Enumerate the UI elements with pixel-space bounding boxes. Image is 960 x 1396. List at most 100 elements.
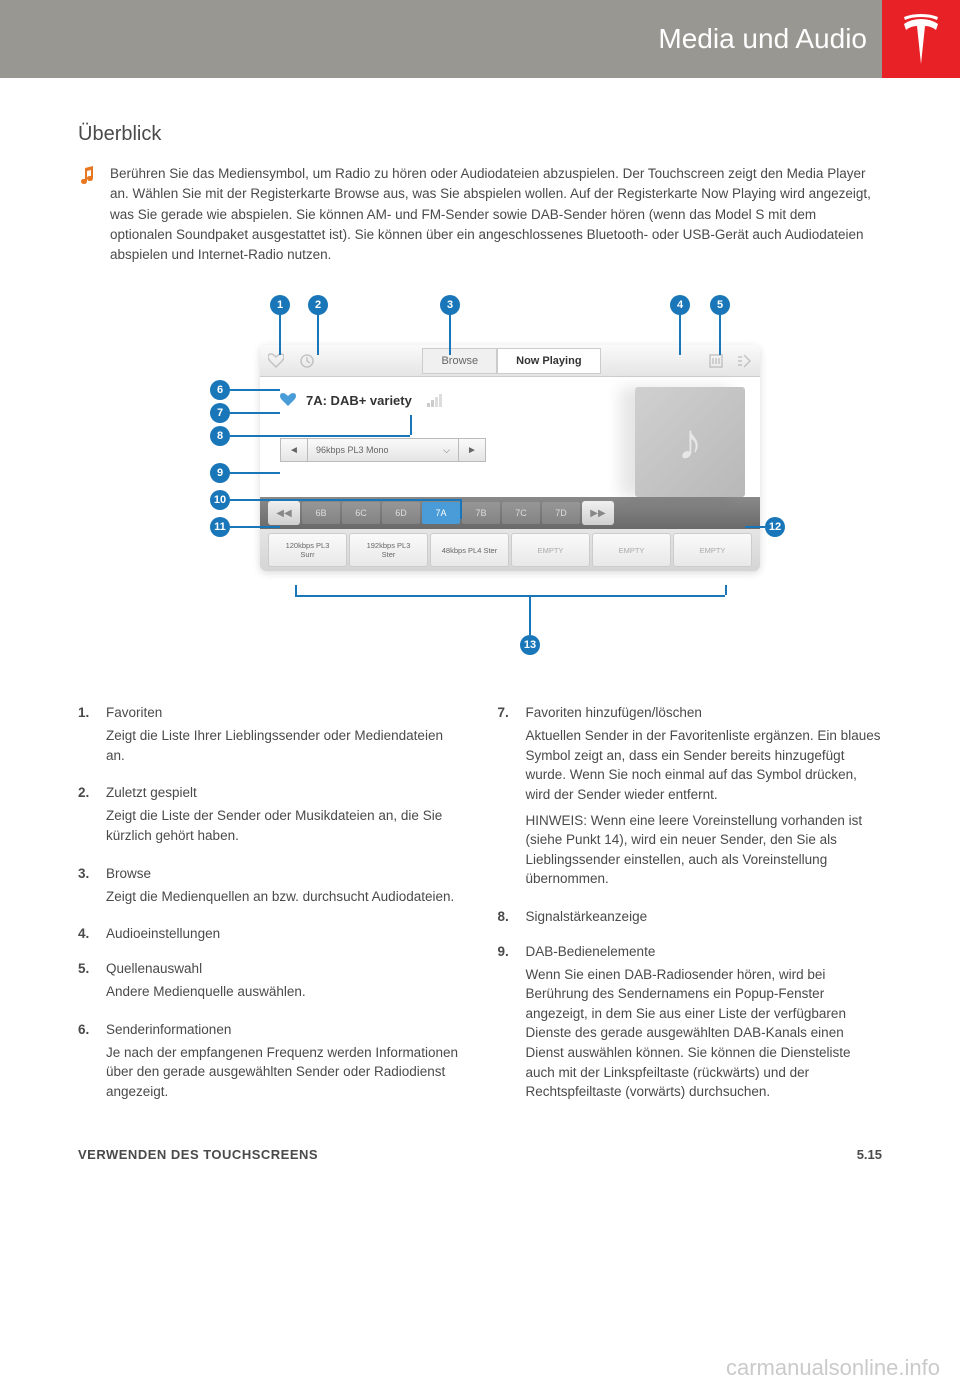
note-placeholder-icon: ♪ bbox=[678, 413, 703, 471]
list-body: Signalstärkeanzeige bbox=[526, 909, 883, 930]
list-item: 8. Signalstärkeanzeige bbox=[498, 909, 883, 930]
list-title: Zuletzt gespielt bbox=[106, 785, 463, 800]
list-title: Signalstärkeanzeige bbox=[526, 909, 883, 924]
album-art: ♪ bbox=[635, 387, 745, 497]
description-columns: 1. Favoriten Zeigt die Liste Ihrer Lieblin… bbox=[78, 705, 882, 1121]
list-description: Wenn Sie einen DAB-Radiosender hören, wi… bbox=[526, 965, 883, 1102]
list-number: 4. bbox=[78, 926, 96, 947]
callout-1: 1 bbox=[270, 295, 290, 315]
list-title: Favoriten hinzufügen/löschen bbox=[526, 705, 883, 720]
list-title: DAB-Bedienelemente bbox=[526, 944, 883, 959]
list-body: Favoriten Zeigt die Liste Ihrer Lieblings… bbox=[106, 705, 463, 771]
heart-filled-icon[interactable] bbox=[280, 392, 296, 408]
page-header: Media und Audio bbox=[0, 0, 960, 78]
list-item: 2. Zuletzt gespielt Zeigt die Liste der Se… bbox=[78, 785, 463, 851]
list-body: Quellenauswahl Andere Medienquelle auswäh… bbox=[106, 961, 463, 1008]
channel-7a[interactable]: 7A bbox=[422, 502, 460, 524]
list-number: 2. bbox=[78, 785, 96, 851]
list-number: 1. bbox=[78, 705, 96, 771]
callout-13: 13 bbox=[520, 635, 540, 655]
preset-2[interactable]: 192kbps PL3Ster bbox=[349, 533, 428, 567]
list-number: 9. bbox=[498, 944, 516, 1108]
list-title: Browse bbox=[106, 866, 463, 881]
section-title: Überblick bbox=[78, 123, 882, 146]
list-description: Zeigt die Medienquellen an bzw. durchsuc… bbox=[106, 887, 463, 907]
mp-body: 7A: DAB+ variety ♪ ◄ bbox=[260, 377, 760, 497]
list-description: Zeigt die Liste Ihrer Lieblingssender od… bbox=[106, 726, 463, 765]
tab-now-playing[interactable]: Now Playing bbox=[497, 348, 600, 374]
callout-5: 5 bbox=[710, 295, 730, 315]
dab-prev-button[interactable]: ◄ bbox=[280, 438, 308, 462]
list-title: Audioeinstellungen bbox=[106, 926, 463, 941]
preset-3[interactable]: 48kbps PL4 Ster bbox=[430, 533, 509, 567]
callout-4: 4 bbox=[670, 295, 690, 315]
tab-browse[interactable]: Browse bbox=[422, 348, 497, 374]
mp-toolbar: Browse Now Playing bbox=[260, 345, 760, 377]
callout-7: 7 bbox=[210, 403, 230, 423]
callout-6: 6 bbox=[210, 380, 230, 400]
preset-4[interactable]: EMPTY bbox=[511, 533, 590, 567]
list-description: Zeigt die Liste der Sender oder Musikdat… bbox=[106, 806, 463, 845]
callout-2: 2 bbox=[308, 295, 328, 315]
page-number: 5.15 bbox=[857, 1147, 882, 1162]
list-description: Andere Medienquelle auswählen. bbox=[106, 982, 463, 1002]
list-number: 3. bbox=[78, 866, 96, 913]
list-title: Senderinformationen bbox=[106, 1022, 463, 1037]
channel-6c[interactable]: 6C bbox=[342, 502, 380, 524]
footer-section: VERWENDEN DES TOUCHSCREENS bbox=[78, 1147, 318, 1162]
list-title: Quellenauswahl bbox=[106, 961, 463, 976]
heart-outline-icon[interactable] bbox=[268, 353, 284, 369]
header-title: Media und Audio bbox=[658, 23, 867, 55]
media-player: Browse Now Playing 7A: DAB+ variety bbox=[260, 345, 760, 571]
source-icon[interactable] bbox=[736, 353, 752, 369]
channel-7b[interactable]: 7B bbox=[462, 502, 500, 524]
clock-icon[interactable] bbox=[299, 353, 315, 369]
list-body: Zuletzt gespielt Zeigt die Liste der Send… bbox=[106, 785, 463, 851]
list-item: 3. Browse Zeigt die Medienquellen an bzw. … bbox=[78, 866, 463, 913]
tesla-t-icon bbox=[901, 14, 941, 64]
channel-strip: ◀◀ 6B 6C 6D 7A 7B 7C 7D ▶▶ bbox=[260, 497, 760, 529]
station-name[interactable]: 7A: DAB+ variety bbox=[306, 393, 412, 408]
page-footer: VERWENDEN DES TOUCHSCREENS 5.15 bbox=[0, 1122, 960, 1187]
preset-strip: 120kbps PL3Surr 192kbps PL3Ster 48kbps P… bbox=[260, 529, 760, 571]
dab-next-button[interactable]: ► bbox=[458, 438, 486, 462]
list-item: 5.QuellenauswahlAndere Medienquelle ausw… bbox=[78, 961, 463, 1008]
list-title: Favoriten bbox=[106, 705, 463, 720]
channel-7c[interactable]: 7C bbox=[502, 502, 540, 524]
callout-3: 3 bbox=[440, 295, 460, 315]
callout-8: 8 bbox=[210, 426, 230, 446]
list-item: 7. Favoriten hinzufügen/löschen Aktuellen … bbox=[498, 705, 883, 895]
channel-6b[interactable]: 6B bbox=[302, 502, 340, 524]
preset-6[interactable]: EMPTY bbox=[673, 533, 752, 567]
list-item: 1. Favoriten Zeigt die Liste Ihrer Lieblin… bbox=[78, 705, 463, 771]
preset-1[interactable]: 120kbps PL3Surr bbox=[268, 533, 347, 567]
watermark: carmanualsonline.info bbox=[726, 1355, 940, 1381]
list-item: 9. DAB-Bedienelemente Wenn Sie einen DAB-R… bbox=[498, 944, 883, 1108]
list-item: 6.SenderinformationenJe nach der empfang… bbox=[78, 1022, 463, 1108]
tesla-logo bbox=[882, 0, 960, 78]
skip-forward-button[interactable]: ▶▶ bbox=[582, 501, 614, 525]
list-item: 4. Audioeinstellungen bbox=[78, 926, 463, 947]
list-body: DAB-Bedienelemente Wenn Sie einen DAB-Rad… bbox=[526, 944, 883, 1108]
channel-7d[interactable]: 7D bbox=[542, 502, 580, 524]
callout-9: 9 bbox=[210, 463, 230, 483]
list-body: Favoriten hinzufügen/löschen Aktuellen Se… bbox=[526, 705, 883, 895]
skip-back-button[interactable]: ◀◀ bbox=[268, 501, 300, 525]
list-description: Aktuellen Sender in der Favoritenliste e… bbox=[526, 726, 883, 804]
list-number: 8. bbox=[498, 909, 516, 930]
dab-select[interactable]: 96kbps PL3 Mono⌵ bbox=[308, 438, 458, 462]
list-number: 6. bbox=[78, 1022, 96, 1108]
preset-5[interactable]: EMPTY bbox=[592, 533, 671, 567]
list-body: SenderinformationenJe nach der empfangen… bbox=[106, 1022, 463, 1108]
settings-icon[interactable] bbox=[708, 353, 724, 369]
music-note-icon bbox=[78, 166, 98, 186]
channel-6d[interactable]: 6D bbox=[382, 502, 420, 524]
list-body: Browse Zeigt die Medienquellen an bzw. du… bbox=[106, 866, 463, 913]
intro-text: Berühren Sie das Mediensymbol, um Radio … bbox=[110, 164, 882, 265]
list-number: 7. bbox=[498, 705, 516, 895]
callout-12: 12 bbox=[765, 517, 785, 537]
callout-11: 11 bbox=[210, 517, 230, 537]
callout-10: 10 bbox=[210, 490, 230, 510]
list-description-note: HINWEIS: Wenn eine leere Voreinstellung … bbox=[526, 811, 883, 889]
intro-block: Berühren Sie das Mediensymbol, um Radio … bbox=[78, 164, 882, 265]
